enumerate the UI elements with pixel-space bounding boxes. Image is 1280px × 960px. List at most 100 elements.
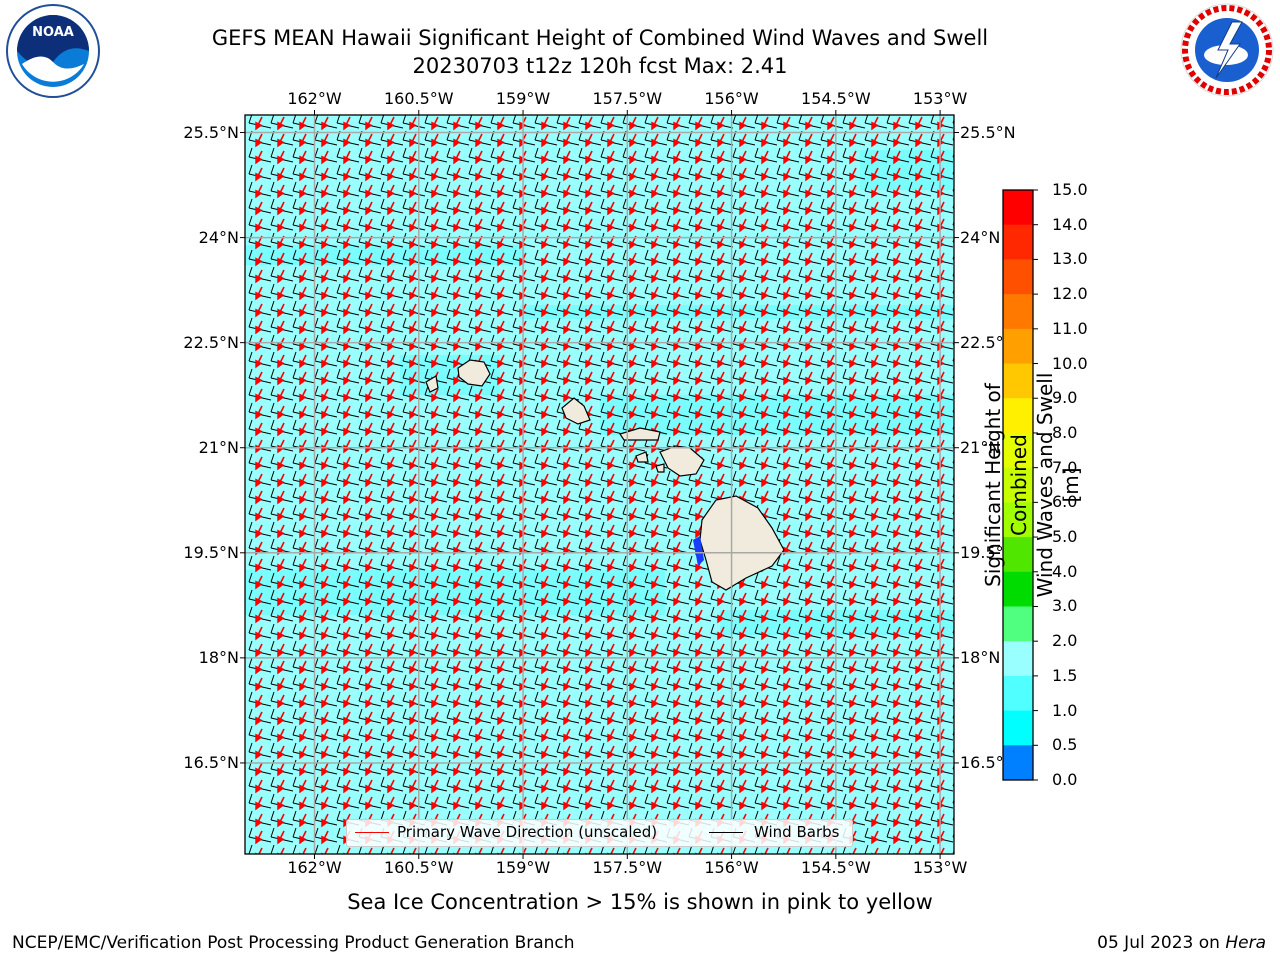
wave-arrow xyxy=(960,321,966,333)
wave-arrow xyxy=(960,508,966,520)
colorbar-label: 1.0 xyxy=(1052,700,1078,720)
wind-barb xyxy=(952,509,954,515)
wave-arrow xyxy=(960,202,966,214)
footer-host: Hera xyxy=(1225,933,1266,953)
footer-date: 05 Jul 2023 on Hera xyxy=(1097,933,1266,953)
wave-arrow xyxy=(960,491,966,503)
tick-label: 157.5°W xyxy=(592,858,663,877)
wave-arrow xyxy=(960,695,966,707)
wave-arrow xyxy=(960,457,966,469)
noaa-logo-text: NOAA xyxy=(32,25,74,40)
colorbar-bin xyxy=(1003,745,1033,781)
tick-label: 160.5°W xyxy=(383,858,454,877)
tick-label: 156°W xyxy=(704,89,759,108)
colorbar-bin xyxy=(1003,641,1033,677)
wave-arrow xyxy=(960,474,966,486)
wind-barb xyxy=(952,713,954,719)
tick-label: 157.5°W xyxy=(592,89,663,108)
tick-label: 18°N xyxy=(960,647,1001,667)
wave-arrow xyxy=(960,729,966,741)
wind-barb xyxy=(952,322,954,328)
wind-barb xyxy=(952,203,954,209)
tick-label: 159°W xyxy=(495,89,551,108)
wave-arrow xyxy=(960,780,966,792)
wave-arrow xyxy=(960,185,966,197)
tick-label: 19.5°N xyxy=(183,542,239,562)
wave-arrow xyxy=(960,525,966,537)
colorbar-bin xyxy=(1003,710,1033,746)
colorbar-label: 14.0 xyxy=(1052,214,1088,234)
wave-arrow xyxy=(960,797,966,809)
wind-barb xyxy=(952,594,954,600)
tick-label: 24°N xyxy=(960,227,1001,247)
colorbar-bin xyxy=(1003,294,1033,330)
wind-barb xyxy=(952,407,954,413)
tick-label: 154.5°W xyxy=(801,89,871,108)
tick-label: 160.5°W xyxy=(383,89,454,108)
colorbar-bin xyxy=(1003,190,1033,226)
wave-arrow xyxy=(960,287,966,299)
tick-label: 153°W xyxy=(912,858,968,877)
wind-barb xyxy=(952,832,954,838)
tick-label: 159°W xyxy=(495,858,551,877)
wave-arrow xyxy=(960,627,966,639)
tick-label: 162°W xyxy=(287,858,342,877)
wind-barb xyxy=(952,611,954,617)
colorbar-title: Significant Height of Combined Wind Wave… xyxy=(981,372,1083,598)
map-legend: Primary Wave Direction (unscaled) Wind B… xyxy=(346,819,853,847)
wave-arrow xyxy=(960,610,966,622)
nws-logo xyxy=(1180,3,1274,97)
colorbar-label: 0.0 xyxy=(1052,770,1078,789)
wind-barb xyxy=(952,356,954,362)
wave-arrow xyxy=(960,593,966,605)
tick-label: 22.5°N xyxy=(183,332,239,352)
wind-barb xyxy=(952,781,954,787)
wave-arrow xyxy=(960,270,966,282)
wave-legend-label: Primary Wave Direction (unscaled) xyxy=(397,823,658,841)
colorbar-label: 1.5 xyxy=(1052,665,1078,685)
wind-barb xyxy=(952,577,954,583)
tick-label: 25.5°N xyxy=(960,122,1016,142)
chart-subtitle: 20230703 t12z 120h fcst Max: 2.41 xyxy=(412,54,788,78)
colorbar-label: 0.5 xyxy=(1052,735,1078,755)
colorbar-label: 12.0 xyxy=(1052,284,1088,304)
wind-barb xyxy=(952,390,954,396)
colorbar-bin xyxy=(1003,224,1033,260)
wave-arrow xyxy=(960,151,966,163)
wind-barb xyxy=(952,373,954,379)
wind-barb xyxy=(952,730,954,736)
footer-branch: NCEP/EMC/Verification Post Processing Pr… xyxy=(12,933,575,953)
footer-date-text: 05 Jul 2023 on xyxy=(1097,933,1226,953)
wind-barb xyxy=(952,288,954,294)
chart-title: GEFS MEAN Hawaii Significant Height of C… xyxy=(211,26,989,50)
colorbar-label: 11.0 xyxy=(1052,318,1088,338)
noaa-logo: NOAA xyxy=(6,4,100,98)
wave-arrow xyxy=(960,253,966,265)
tick-label: 154.5°W xyxy=(801,858,871,877)
barb-legend-line xyxy=(709,832,743,833)
wave-legend-line xyxy=(355,832,389,833)
wave-arrow xyxy=(960,355,966,367)
wave-arrow xyxy=(960,831,966,843)
wave-arrow xyxy=(960,814,966,826)
wind-barb xyxy=(952,696,954,702)
wind-barb xyxy=(952,424,954,430)
colorbar-label: 13.0 xyxy=(1052,249,1088,269)
wind-barb xyxy=(952,492,954,498)
wave-arrow xyxy=(960,576,966,588)
wave-arrow xyxy=(960,304,966,316)
tick-label: 162°W xyxy=(287,89,342,108)
tick-label: 153°W xyxy=(912,89,968,108)
colorbar-label: 15.0 xyxy=(1052,180,1088,199)
wave-arrow xyxy=(960,406,966,418)
colorbar-label: 2.0 xyxy=(1052,631,1078,651)
wind-barb xyxy=(952,628,954,634)
island-kahoolawe xyxy=(655,463,665,473)
colorbar-bin xyxy=(1003,259,1033,295)
wind-barb xyxy=(952,526,954,532)
wave-arrow xyxy=(960,168,966,180)
barb-legend-label: Wind Barbs xyxy=(754,823,840,841)
wave-arrow xyxy=(960,712,966,724)
wave-arrow xyxy=(960,423,966,435)
